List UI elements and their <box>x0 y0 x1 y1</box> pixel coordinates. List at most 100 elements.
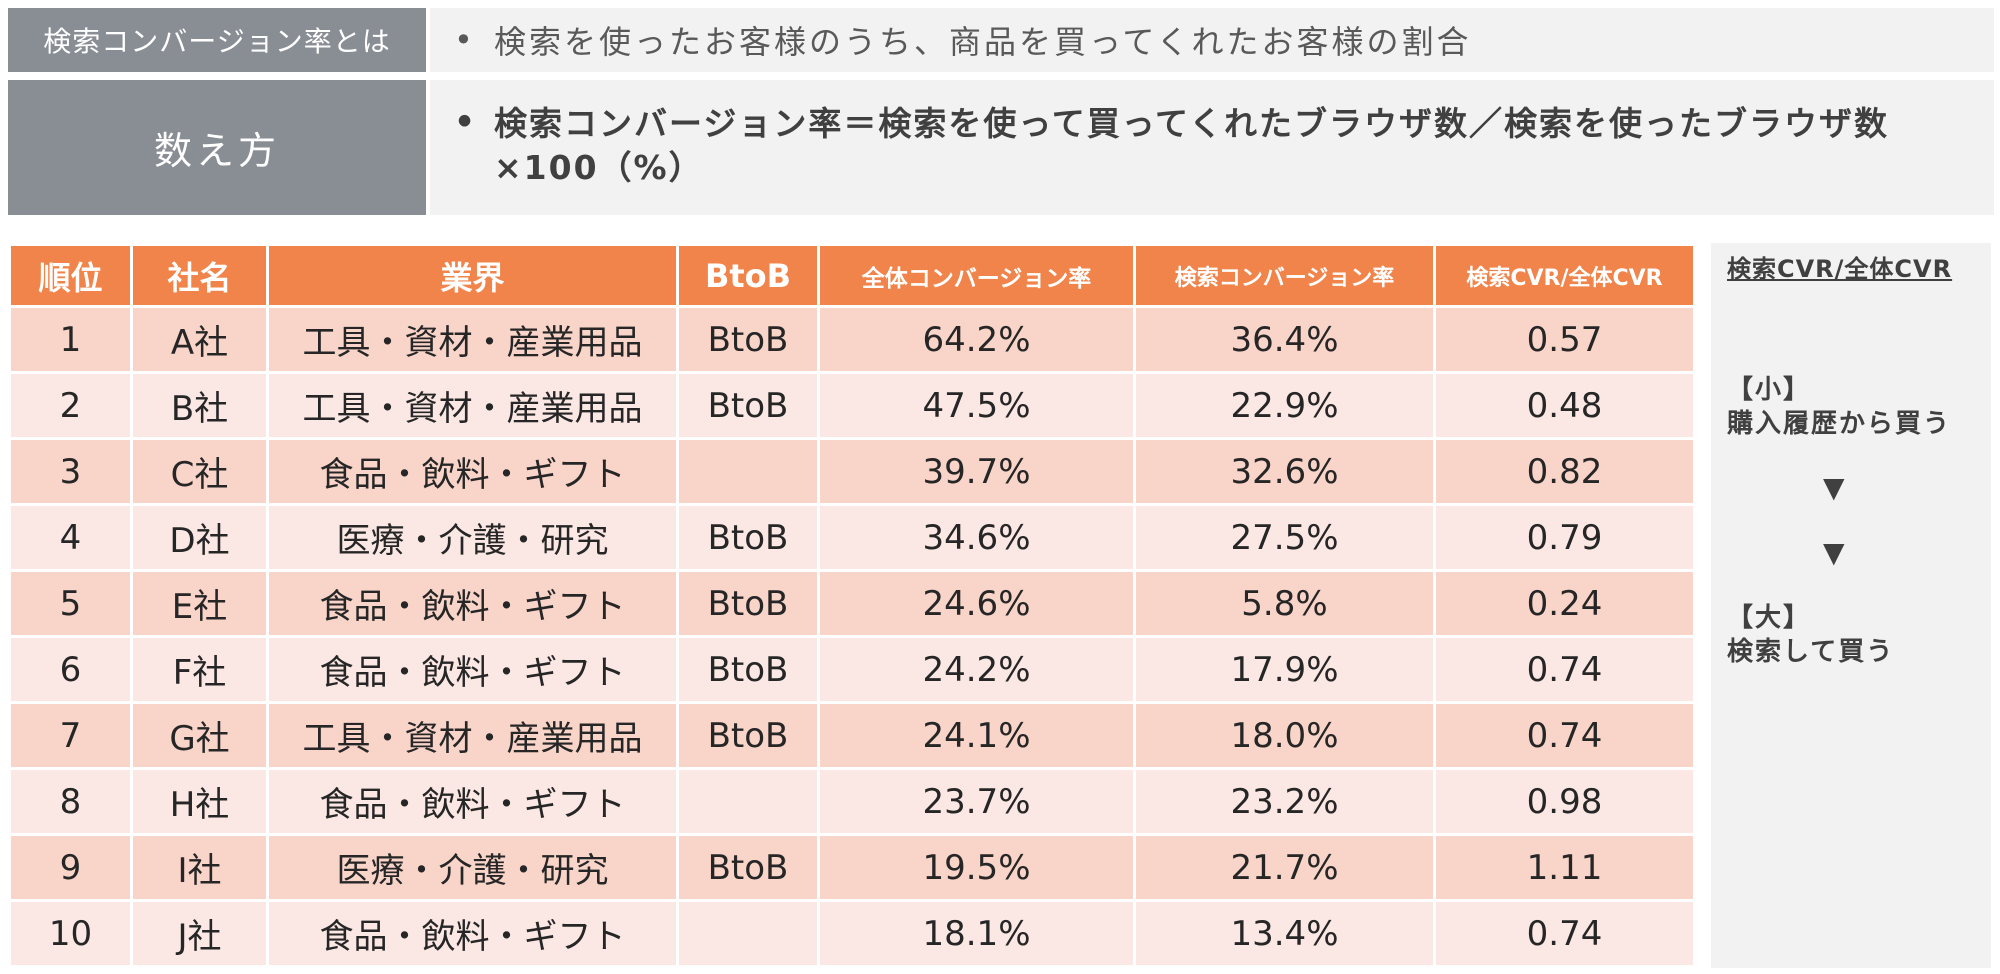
counting-label: 数え方 <box>8 80 426 215</box>
cell-ratio: 0.74 <box>1433 899 1696 968</box>
cell-rank: 4 <box>8 503 133 572</box>
table-row: 1 A社 工具・資材・産業用品 BtoB 64.2% 36.4% 0.57 <box>8 305 1696 374</box>
cell-industry: 医療・介護・研究 <box>266 833 679 902</box>
cell-company: B社 <box>130 371 269 440</box>
cell-industry: 食品・飲料・ギフト <box>266 437 679 506</box>
cell-rank: 9 <box>8 833 133 902</box>
header-rank: 順位 <box>8 243 133 308</box>
counting-body: • 検索コンバージョン率＝検索を使って買ってくれたブラウザ数／検索を使ったブラウ… <box>430 80 1994 215</box>
legend-small-label: 【小】 <box>1727 375 1812 405</box>
cell-search-cvr: 5.8% <box>1133 569 1436 638</box>
cell-company: E社 <box>130 569 269 638</box>
cell-rank: 8 <box>8 767 133 836</box>
legend-large-text: 検索して買う <box>1727 637 1895 667</box>
cell-search-cvr: 23.2% <box>1133 767 1436 836</box>
cell-industry: 食品・飲料・ギフト <box>266 767 679 836</box>
cell-company: I社 <box>130 833 269 902</box>
cell-industry: 工具・資材・産業用品 <box>266 371 679 440</box>
formula-text: 検索コンバージョン率＝検索を使って買ってくれたブラウザ数／検索を使ったブラウザ数… <box>494 104 1890 187</box>
header-overall-cvr: 全体コンバージョン率 <box>817 243 1136 308</box>
cell-overall-cvr: 19.5% <box>817 833 1136 902</box>
cell-company: D社 <box>130 503 269 572</box>
cell-btob: BtoB <box>676 635 820 704</box>
table-row: 10 J社 食品・飲料・ギフト 18.1% 13.4% 0.74 <box>8 899 1696 968</box>
header-industry: 業界 <box>266 243 679 308</box>
bullet: • <box>454 102 476 141</box>
legend-small: 【小】 購入履歴から買う <box>1727 373 1951 441</box>
cell-ratio: 0.24 <box>1433 569 1696 638</box>
cell-company: G社 <box>130 701 269 770</box>
cell-rank: 2 <box>8 371 133 440</box>
cell-overall-cvr: 24.1% <box>817 701 1136 770</box>
cell-overall-cvr: 23.7% <box>817 767 1136 836</box>
cell-industry: 食品・飲料・ギフト <box>266 899 679 968</box>
cell-btob: BtoB <box>676 569 820 638</box>
cell-ratio: 0.48 <box>1433 371 1696 440</box>
cell-ratio: 0.74 <box>1433 701 1696 770</box>
bullet: • <box>454 21 476 59</box>
table-row: 8 H社 食品・飲料・ギフト 23.7% 23.2% 0.98 <box>8 767 1696 836</box>
cell-search-cvr: 18.0% <box>1133 701 1436 770</box>
cell-overall-cvr: 24.2% <box>817 635 1136 704</box>
table-row: 3 C社 食品・飲料・ギフト 39.7% 32.6% 0.82 <box>8 437 1696 506</box>
cell-btob <box>676 437 820 506</box>
cell-ratio: 0.57 <box>1433 305 1696 374</box>
cell-search-cvr: 13.4% <box>1133 899 1436 968</box>
table-row: 9 I社 医療・介護・研究 BtoB 19.5% 21.7% 1.11 <box>8 833 1696 902</box>
definition-body: • 検索を使ったお客様のうち、商品を買ってくれたお客様の割合 <box>430 8 1994 72</box>
cell-rank: 3 <box>8 437 133 506</box>
cell-btob: BtoB <box>676 305 820 374</box>
cell-company: F社 <box>130 635 269 704</box>
down-arrow-icon: ▼ <box>1823 471 1845 504</box>
legend-small-text: 購入履歴から買う <box>1727 409 1952 439</box>
table-row: 5 E社 食品・飲料・ギフト BtoB 24.6% 5.8% 0.24 <box>8 569 1696 638</box>
cell-ratio: 0.82 <box>1433 437 1696 506</box>
cell-overall-cvr: 24.6% <box>817 569 1136 638</box>
cell-industry: 食品・飲料・ギフト <box>266 569 679 638</box>
legend-large: 【大】 検索して買う <box>1727 601 1894 669</box>
definition-text: 検索を使ったお客様のうち、商品を買ってくれたお客様の割合 <box>494 23 1472 61</box>
cell-btob: BtoB <box>676 833 820 902</box>
cell-overall-cvr: 39.7% <box>817 437 1136 506</box>
cell-overall-cvr: 47.5% <box>817 371 1136 440</box>
header-btob: BtoB <box>676 243 820 308</box>
cell-rank: 6 <box>8 635 133 704</box>
ranking-table: 順位 社名 業界 BtoB 全体コンバージョン率 検索コンバージョン率 検索CV… <box>8 243 1696 968</box>
cell-rank: 1 <box>8 305 133 374</box>
cell-search-cvr: 36.4% <box>1133 305 1436 374</box>
header-company: 社名 <box>130 243 269 308</box>
table-row: 2 B社 工具・資材・産業用品 BtoB 47.5% 22.9% 0.48 <box>8 371 1696 440</box>
cell-btob <box>676 767 820 836</box>
cell-industry: 食品・飲料・ギフト <box>266 635 679 704</box>
cell-rank: 5 <box>8 569 133 638</box>
definition-row: 検索コンバージョン率とは • 検索を使ったお客様のうち、商品を買ってくれたお客様… <box>8 8 1994 72</box>
table-header-row: 順位 社名 業界 BtoB 全体コンバージョン率 検索コンバージョン率 検索CV… <box>8 243 1696 308</box>
cell-company: H社 <box>130 767 269 836</box>
cell-search-cvr: 21.7% <box>1133 833 1436 902</box>
cell-rank: 10 <box>8 899 133 968</box>
table-row: 7 G社 工具・資材・産業用品 BtoB 24.1% 18.0% 0.74 <box>8 701 1696 770</box>
cell-search-cvr: 32.6% <box>1133 437 1436 506</box>
cell-ratio: 1.11 <box>1433 833 1696 902</box>
cell-overall-cvr: 64.2% <box>817 305 1136 374</box>
cell-search-cvr: 22.9% <box>1133 371 1436 440</box>
cell-search-cvr: 27.5% <box>1133 503 1436 572</box>
cell-company: C社 <box>130 437 269 506</box>
cell-search-cvr: 17.9% <box>1133 635 1436 704</box>
cell-company: J社 <box>130 899 269 968</box>
cell-overall-cvr: 34.6% <box>817 503 1136 572</box>
cell-ratio: 0.98 <box>1433 767 1696 836</box>
legend-large-label: 【大】 <box>1727 603 1812 633</box>
cell-btob <box>676 899 820 968</box>
cell-btob: BtoB <box>676 503 820 572</box>
down-arrow-icon: ▼ <box>1823 536 1845 569</box>
cell-ratio: 0.74 <box>1433 635 1696 704</box>
cell-btob: BtoB <box>676 371 820 440</box>
table-row: 4 D社 医療・介護・研究 BtoB 34.6% 27.5% 0.79 <box>8 503 1696 572</box>
cell-rank: 7 <box>8 701 133 770</box>
legend-title: 検索CVR/全体CVR <box>1727 255 1953 283</box>
table-row: 6 F社 食品・飲料・ギフト BtoB 24.2% 17.9% 0.74 <box>8 635 1696 704</box>
cell-btob: BtoB <box>676 701 820 770</box>
counting-row: 数え方 • 検索コンバージョン率＝検索を使って買ってくれたブラウザ数／検索を使っ… <box>8 80 1994 215</box>
cell-ratio: 0.79 <box>1433 503 1696 572</box>
